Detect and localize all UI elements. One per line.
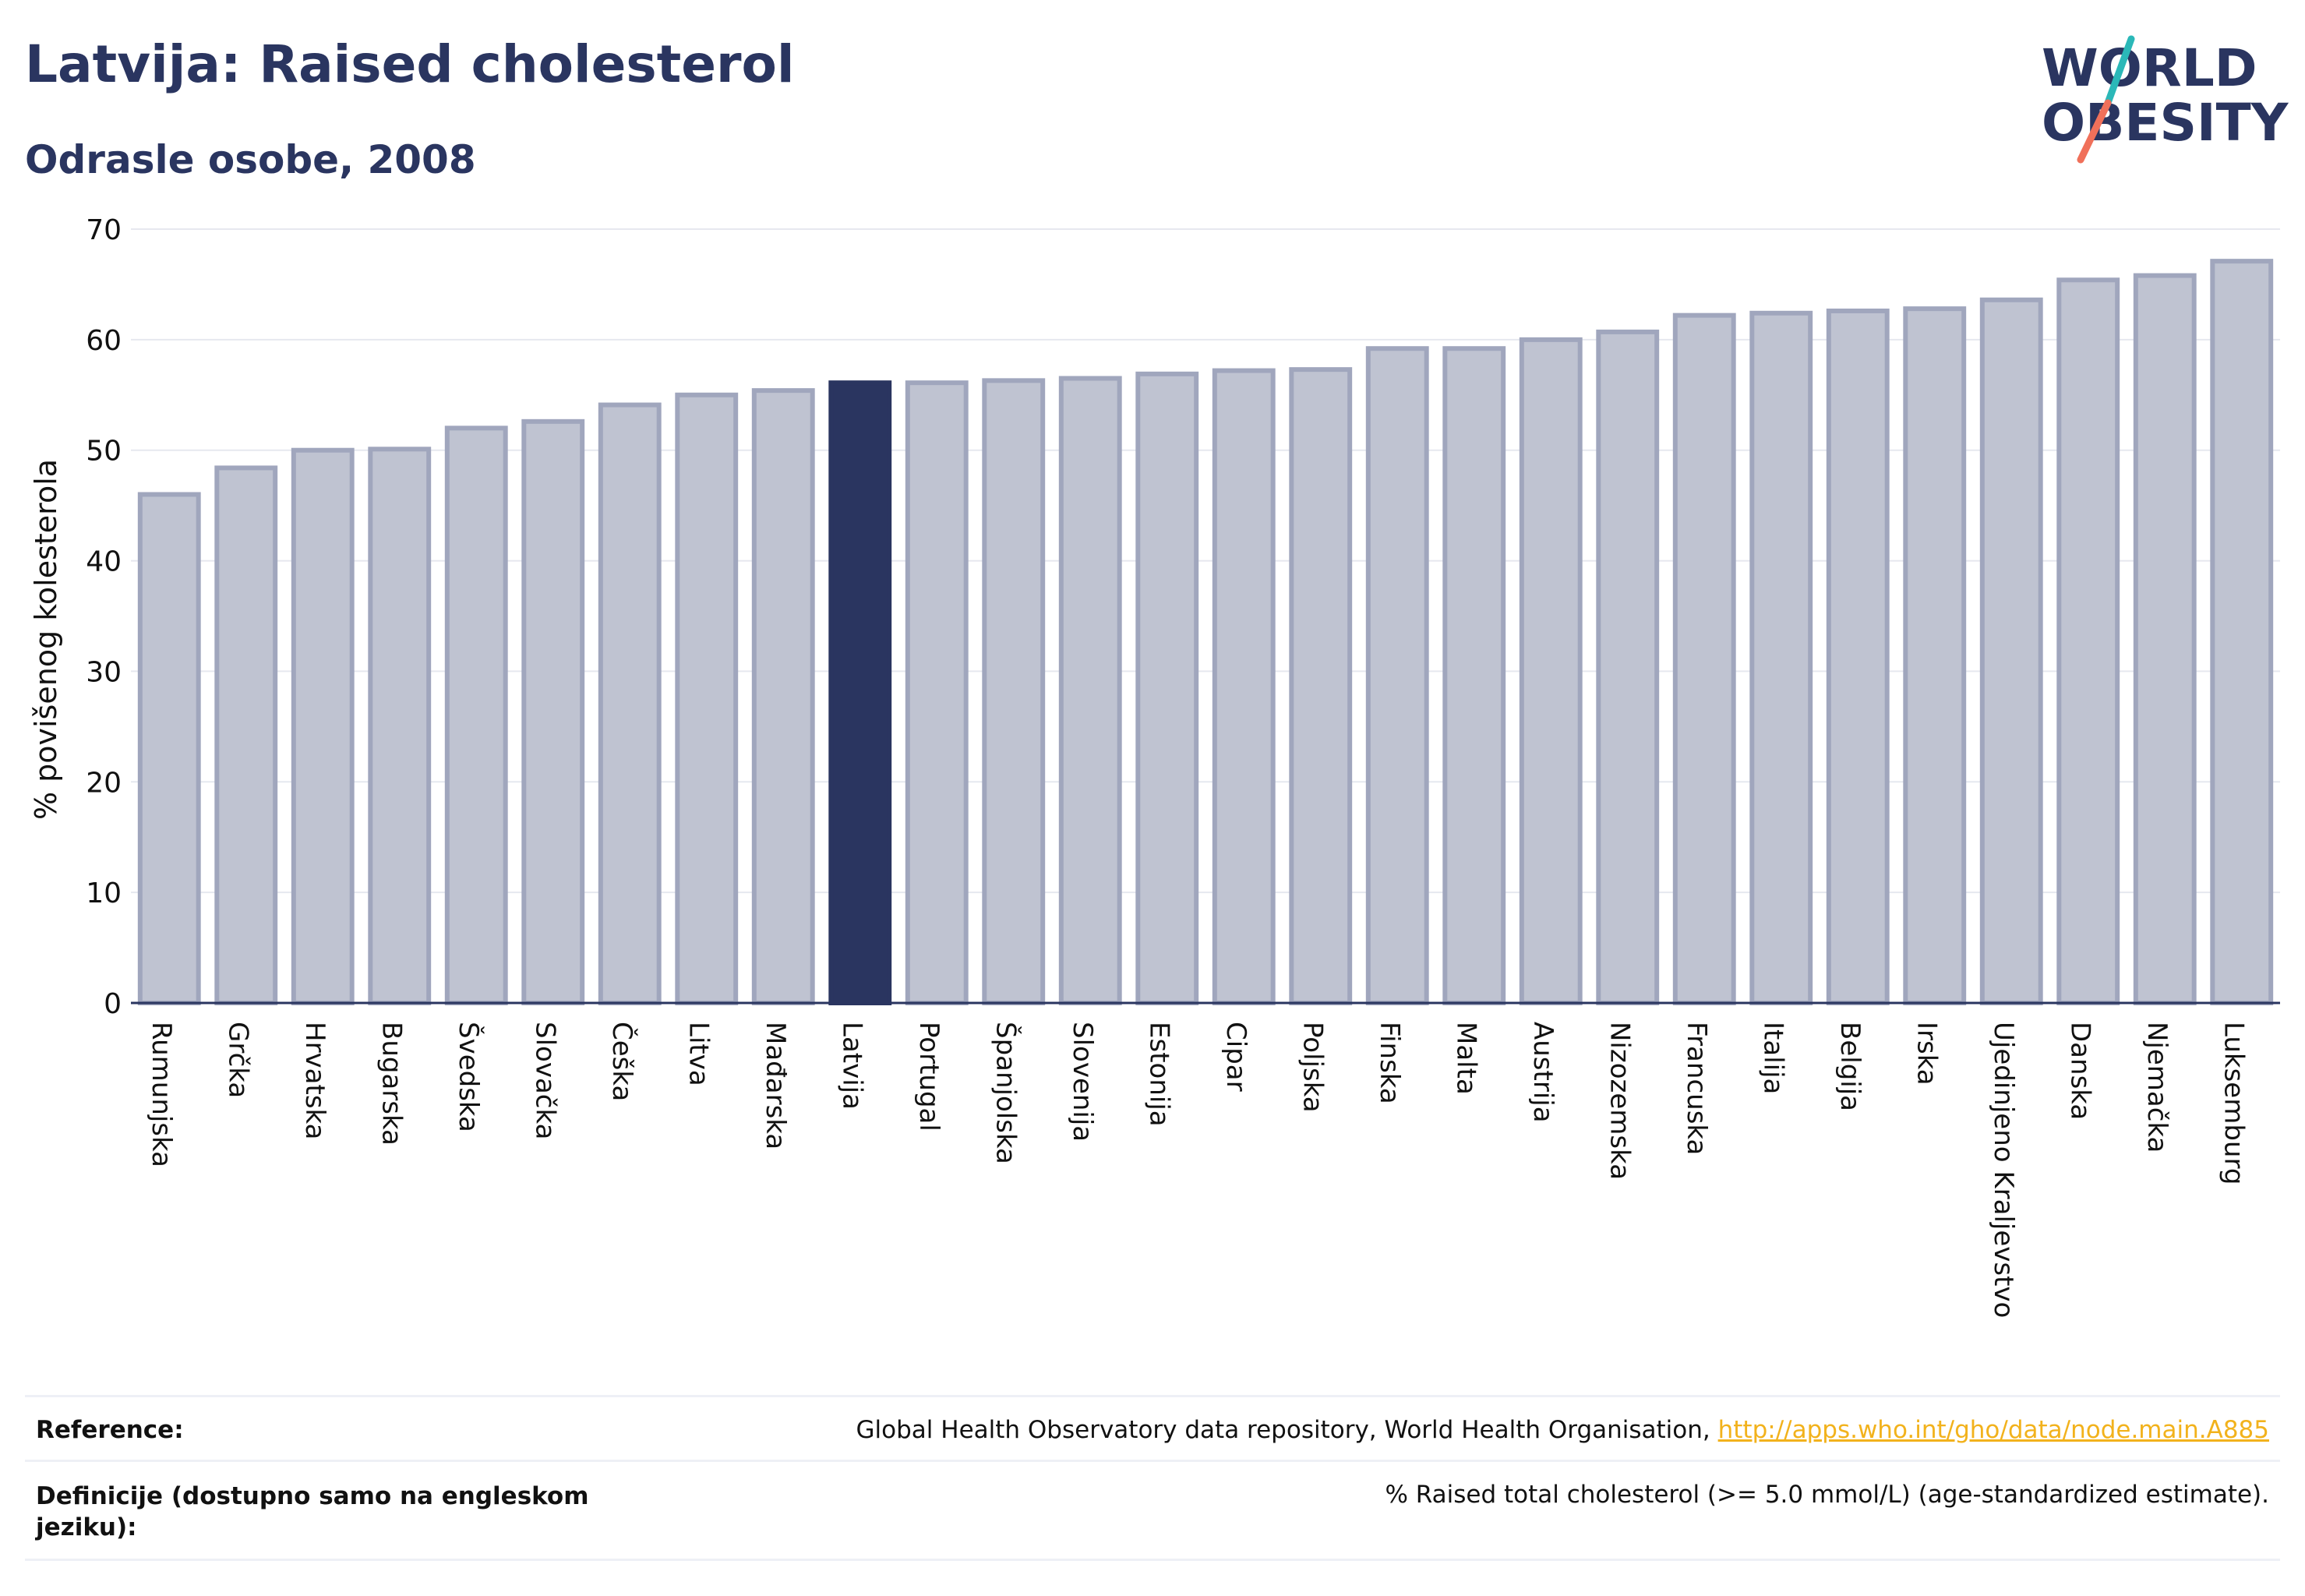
bar-cipar — [1212, 368, 1276, 1005]
bar-ujedinjeno-kraljevstvo — [1979, 297, 2043, 1005]
bar-estonija — [1135, 371, 1199, 1005]
logo-slash-bottom — [2077, 99, 2112, 164]
bar-nizozemska — [1596, 329, 1660, 1006]
bar-latvija — [828, 380, 892, 1005]
bar-hrvatska — [291, 447, 355, 1005]
x-tick-label: Malta — [1450, 1022, 1481, 1095]
x-tick-label: Bugarska — [376, 1022, 407, 1146]
bar-chart: 0 10 20 30 40 50 60 70 Rumunjska Grčka Hrvatska Bu… — [29, 214, 2280, 1318]
bar-belgija — [1826, 308, 1890, 1005]
x-axis: Rumunjska Grčka Hrvatska Bugarska Švedska Slo… — [131, 1001, 2280, 1318]
x-tick-label: Francuska — [1681, 1022, 1712, 1155]
x-tick-label: Nizozemska — [1604, 1022, 1635, 1180]
x-tick-label: Litva — [683, 1022, 714, 1086]
bar-slovačka — [521, 418, 585, 1005]
page-subtitle: Odrasle osobe, 2008 — [25, 137, 476, 182]
bar-rumunjska — [137, 492, 201, 1005]
x-tick-label: Estonija — [1143, 1022, 1174, 1127]
x-tick-label: Italija — [1757, 1022, 1788, 1094]
reference-link[interactable]: http://apps.who.int/gho/data/node.main.A… — [1717, 1416, 2269, 1444]
x-tick-label: Rumunjska — [146, 1022, 177, 1167]
y-tick-label: 20 — [86, 767, 122, 799]
x-tick-label: Hrvatska — [299, 1022, 330, 1139]
bar-grčka — [214, 465, 278, 1005]
bar-njemačka — [2133, 273, 2197, 1005]
reference-table: Reference: Global Health Observatory dat… — [25, 1395, 2280, 1561]
y-axis: 0 10 20 30 40 50 60 70 — [86, 214, 122, 1020]
x-tick-label: Finska — [1374, 1022, 1405, 1104]
x-tick-label: Češka — [606, 1022, 638, 1101]
bar-portugal — [905, 380, 969, 1005]
bar-švedska — [444, 425, 508, 1005]
x-tick-label: Mađarska — [760, 1022, 791, 1149]
y-tick-label: 50 — [86, 436, 122, 468]
x-tick-label: Slovenija — [1067, 1022, 1098, 1142]
y-tick-label: 30 — [86, 656, 122, 688]
x-tick-label: Irska — [1911, 1022, 1942, 1086]
x-tick-label: Španjolska — [990, 1022, 1022, 1164]
definition-label-line2: jeziku): — [36, 1513, 137, 1541]
reference-row: Reference: Global Health Observatory dat… — [25, 1395, 2280, 1460]
x-tick-label: Cipar — [1220, 1022, 1251, 1092]
x-tick-label: Belgija — [1834, 1022, 1866, 1111]
logo-word-world: WORLD — [2042, 38, 2257, 98]
definition-label: Definicije (dostupno samo na engleskom je… — [36, 1481, 589, 1543]
definition-text: % Raised total cholesterol (>= 5.0 mmol/… — [1385, 1481, 2269, 1509]
x-tick-label: Austrija — [1527, 1022, 1558, 1123]
x-tick-label: Luksemburg — [2218, 1022, 2249, 1185]
definition-label-line1: Definicije (dostupno samo na engleskom — [36, 1482, 589, 1510]
bar-slovenija — [1058, 376, 1122, 1005]
x-tick-label: Latvija — [836, 1022, 867, 1110]
bar-finska — [1365, 346, 1429, 1006]
logo-slash-top — [2104, 35, 2135, 107]
logo-word-obesity: OBESITY — [2042, 93, 2289, 153]
bar-bugarska — [368, 447, 432, 1005]
bar-češka — [598, 402, 662, 1005]
x-tick-label: Poljska — [1297, 1022, 1328, 1113]
bar-španjolska — [982, 378, 1046, 1005]
y-tick-label: 0 — [104, 988, 122, 1020]
bar-irska — [1903, 306, 1967, 1005]
bar-mađarska — [751, 388, 815, 1005]
reference-text: Global Health Observatory data repositor… — [856, 1416, 1718, 1444]
bar-luksemburg — [2210, 259, 2274, 1006]
bar-malta — [1442, 346, 1506, 1006]
y-tick-label: 40 — [86, 546, 122, 578]
x-tick-label: Grčka — [222, 1022, 253, 1098]
reference-label: Reference: — [36, 1416, 184, 1444]
x-tick-label: Danska — [2064, 1022, 2095, 1120]
page-title: Latvija: Raised cholesterol — [25, 34, 795, 94]
x-tick-label: Njemačka — [2141, 1022, 2173, 1153]
x-tick-label: Švedska — [453, 1022, 485, 1132]
bar-poljska — [1289, 367, 1353, 1005]
bar-litva — [675, 392, 739, 1005]
definition-row: Definicije (dostupno samo na engleskom je… — [25, 1460, 2280, 1561]
bar-austrija — [1519, 337, 1583, 1006]
bar-italija — [1749, 310, 1813, 1006]
x-tick-label: Portugal — [913, 1022, 944, 1132]
y-axis-label: % povišenog kolesterola — [29, 459, 63, 820]
bar-francuska — [1672, 312, 1736, 1005]
x-tick-label: Slovačka — [529, 1022, 560, 1139]
y-tick-label: 70 — [86, 214, 122, 246]
world-obesity-logo: WORLD OBESITY — [2042, 35, 2289, 164]
bar-danska — [2056, 277, 2120, 1005]
y-tick-label: 60 — [86, 325, 122, 357]
y-tick-label: 10 — [86, 877, 122, 909]
x-tick-label: Ujedinjeno Kraljevstvo — [1988, 1022, 2019, 1318]
reference-value: Global Health Observatory data repositor… — [856, 1416, 2269, 1444]
